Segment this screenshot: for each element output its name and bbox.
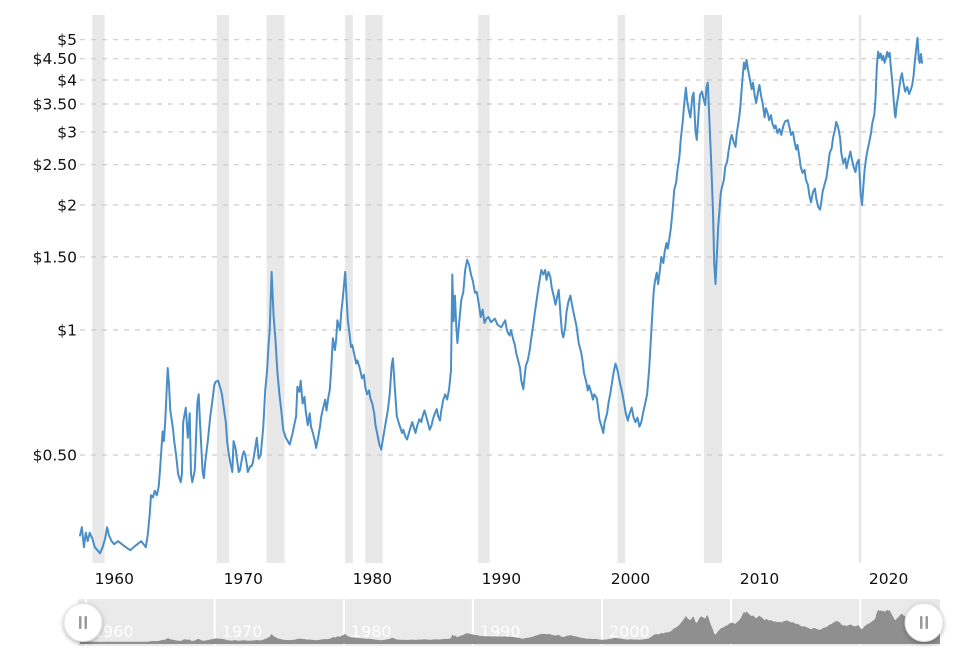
y-axis-labels: $5$4.50 $4 $3.50 $3 $2.50 $2 $1.50 $1 $0.50	[33, 31, 77, 464]
x-tick-label: 2020	[869, 570, 908, 588]
recession-band	[617, 15, 626, 563]
handle-circle	[63, 603, 103, 642]
y-tick-label: $1.50	[33, 248, 77, 266]
x-tick-label: 1980	[353, 570, 392, 588]
y-gridlines	[80, 39, 948, 456]
y-tick-label: $5	[57, 31, 77, 49]
navigator-year-label: 2000	[609, 622, 650, 641]
navigator-year-label: 1970	[222, 622, 263, 641]
recession-band	[858, 15, 862, 563]
y-tick-label: $4.50	[33, 50, 77, 68]
y-tick-label: $3	[57, 123, 77, 141]
navigator-year-label: 1980	[351, 622, 392, 641]
x-tick-label: 1970	[224, 570, 263, 588]
x-tick-label: 1990	[482, 570, 521, 588]
plot-hover-area[interactable]	[80, 14, 948, 568]
y-tick-label: $0.50	[33, 447, 77, 465]
y-tick-label: $4	[57, 72, 77, 90]
handle-grip-icon	[925, 616, 928, 629]
recession-band	[478, 15, 490, 563]
recession-band	[703, 15, 722, 563]
recession-band	[266, 15, 285, 563]
navigator-handle-right[interactable]	[904, 603, 944, 642]
x-tick-label: 2000	[611, 570, 650, 588]
y-tick-label: $3.50	[33, 96, 77, 114]
y-tick-label: $2.50	[33, 156, 77, 174]
x-tick-label: 2010	[740, 570, 779, 588]
navigator-area-path	[80, 607, 940, 644]
handle-grip-icon	[84, 616, 87, 629]
price-line	[79, 36, 923, 555]
y-tick-label: $1	[57, 322, 77, 340]
handle-grip-icon	[920, 616, 923, 629]
navigator-year-label: 1990	[480, 622, 521, 641]
handle-circle	[904, 603, 944, 642]
navigator-handle-left[interactable]	[63, 603, 103, 642]
recession-bands	[92, 15, 862, 563]
handle-grip-icon	[79, 616, 82, 629]
x-axis-labels: 1960 1970 1980 1990 2000 2010 2020	[95, 570, 909, 588]
y-tick-label: $2	[57, 197, 77, 215]
recession-band	[92, 15, 105, 563]
recession-band	[365, 15, 383, 563]
navigator-year-label: 1960	[93, 622, 134, 641]
recession-band	[345, 15, 353, 563]
x-tick-label: 1960	[95, 570, 134, 588]
